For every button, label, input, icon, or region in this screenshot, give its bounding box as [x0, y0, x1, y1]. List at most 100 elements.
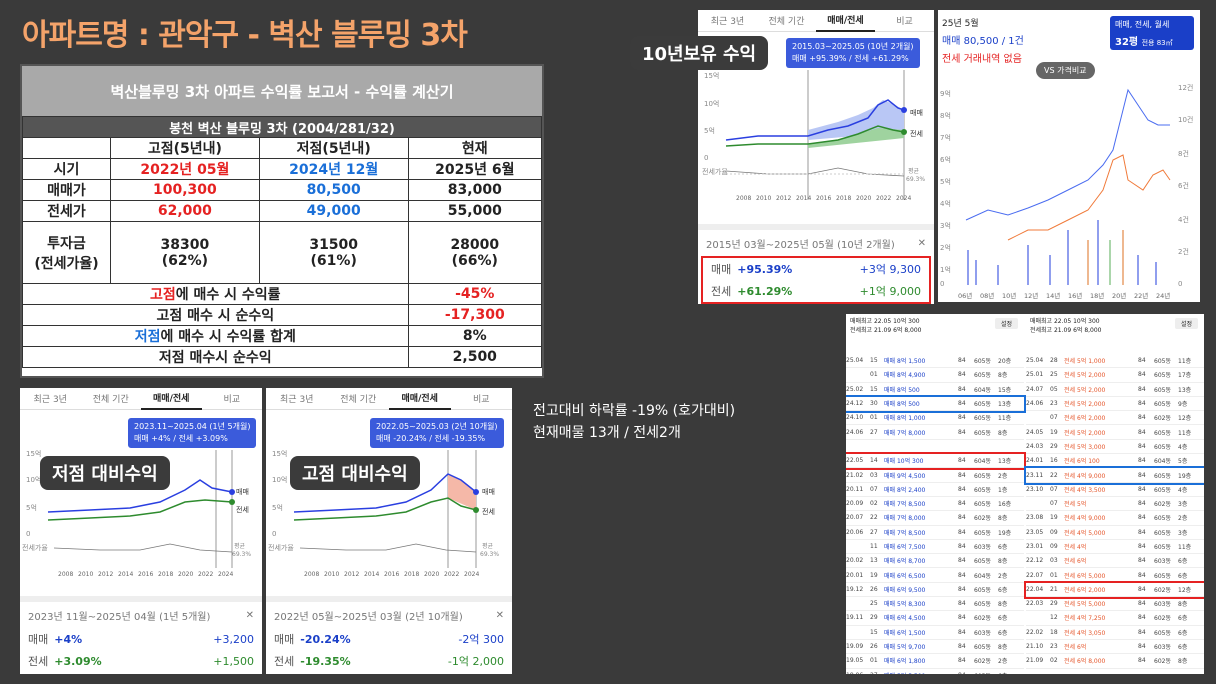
invest-low: 31500 (61%) — [258, 221, 409, 284]
tab-all[interactable]: 전체 기간 — [768, 17, 805, 27]
rent-high: 62,000 — [110, 200, 260, 222]
trade-row[interactable]: 23.05 09 전세 4억 5,000 84 605동 3층 — [1026, 526, 1204, 540]
trade-cell: 84 — [1138, 528, 1146, 536]
trade-row[interactable]: 24.12 30 매매 8억 500 84 605동 13층 — [846, 394, 1026, 414]
high-close-icon[interactable]: ✕ — [495, 609, 504, 621]
trade-cell: 8층 — [998, 372, 1008, 380]
trade-row[interactable]: 25.01 25 전세 5억 2,000 84 605동 17층 — [1026, 368, 1204, 383]
trade-row[interactable]: 21.09 02 전세 6억 8,000 84 602동 8층 — [1026, 654, 1204, 669]
invest-label: 투자금 — [47, 235, 86, 252]
trade-cell: 13층 — [998, 401, 1012, 409]
close-icon[interactable]: ✕ — [917, 237, 926, 249]
trade-row[interactable]: 07 전세 5억 84 602동 3층 — [1026, 497, 1204, 512]
high-tab-compare[interactable]: 비교 — [472, 395, 490, 405]
low-y-5: 5억 — [26, 504, 37, 512]
trade-row[interactable]: 24.06 23 전세 5억 2,000 84 605동 9층 — [1026, 397, 1204, 412]
trade-cell: 매매 8억 1,500 — [884, 358, 926, 366]
trade-row[interactable]: 23.08 19 전세 4억 9,000 84 605동 2층 — [1026, 511, 1204, 526]
trade-row[interactable]: 25.04 15 매매 8억 1,500 84 605동 20층 — [846, 354, 1024, 369]
trade-row[interactable]: 23.11 22 전세 4억 9,000 84 605동 19층 — [1024, 466, 1204, 485]
trade-row[interactable]: 24.01 16 전세 6억 100 84 604동 5층 — [1026, 454, 1204, 469]
tab-sale-rent[interactable]: 매매/전세 — [816, 10, 875, 32]
sale-line — [725, 99, 905, 141]
tab-recent[interactable]: 최근 3년 — [710, 17, 745, 27]
trade-row[interactable]: 20.01 19 매매 6억 6,500 84 604동 2층 — [846, 568, 1024, 583]
period-high: 2022년 05월 — [110, 158, 260, 180]
tab-compare[interactable]: 비교 — [896, 17, 913, 27]
rent-area — [808, 128, 904, 148]
page-title: 아파트명 : 관악구 - 벽산 블루밍 3차 — [22, 18, 468, 53]
trade-cell: 19.09 — [846, 643, 864, 651]
trade-row[interactable]: 20.02 13 매매 6억 8,700 84 605동 8층 — [846, 554, 1024, 569]
report-table: 봉천 벽산 블루밍 3차 (2004/281/32) 고점(5년내) 저점(5년내… — [22, 116, 543, 368]
trade-cell: 전세 5억 3,000 — [1064, 443, 1106, 451]
high-y-0: 0 — [272, 530, 276, 538]
trade-row[interactable]: 20.07 22 매매 7억 8,000 84 602동 8층 — [846, 511, 1024, 526]
hx-2024: 2024 — [464, 571, 479, 578]
trade-row[interactable]: 24.06 27 매매 7억 8,000 84 605동 8층 — [846, 425, 1024, 440]
low-close-icon[interactable]: ✕ — [245, 609, 254, 621]
trade-row[interactable]: 19.11 29 매매 6억 4,500 84 602동 6층 — [846, 611, 1024, 626]
trade-row[interactable]: 19.12 26 매매 6억 9,500 84 605동 6층 — [846, 583, 1024, 598]
trade-cell: 22.07 — [1026, 571, 1044, 579]
trade-row[interactable]: 25.04 28 전세 5억 1,000 84 605동 11층 — [1026, 354, 1204, 369]
hx-2012: 2012 — [344, 571, 359, 578]
invest-now: 28000 (66%) — [407, 221, 543, 284]
low-avg: 평균 — [234, 542, 246, 550]
high-tab-sale-rent[interactable]: 매매/전세 — [389, 388, 451, 410]
low-result-rent: 전세 +3.09% +1,500 — [20, 650, 262, 672]
trade-row[interactable]: 22.12 03 전세 6억 84 603동 6층 — [1026, 554, 1204, 569]
trade-row[interactable]: 11 매매 6억 7,500 84 603동 6층 — [846, 540, 1024, 555]
high-sale-label: 매매 — [274, 633, 295, 646]
trade-row[interactable]: 15 매매 6억 1,500 84 603동 6층 — [846, 626, 1024, 640]
trade-row[interactable] — [846, 440, 1024, 455]
trade-row[interactable]: 23.01 09 전세 4억 84 605동 11층 — [1026, 540, 1204, 555]
trade-row[interactable]: 12 전세 4억 7,250 84 602동 6층 — [1026, 611, 1204, 626]
compare-button[interactable]: VS 가격비교 — [1036, 62, 1095, 79]
trade-row[interactable]: 01 매매 8억 4,900 84 605동 8층 — [846, 368, 1024, 383]
trade-row[interactable]: 22.02 18 전세 4억 3,050 84 605동 6층 — [1026, 626, 1204, 640]
invest-now-amount: 28000 — [450, 236, 500, 253]
trade-row[interactable]: 23.10 07 전세 4억 3,500 84 605동 4층 — [1026, 483, 1204, 497]
trade-row[interactable]: 22.03 29 전세 5억 5,000 84 603동 8층 — [1026, 597, 1204, 612]
low-tab-sale-rent[interactable]: 매매/전세 — [141, 388, 202, 410]
trade-cell: 2층 — [998, 472, 1008, 480]
high-tab-recent[interactable]: 최근 3년 — [280, 395, 314, 405]
sale-price-line — [965, 88, 1170, 221]
low-tab-all[interactable]: 전체 기간 — [92, 395, 129, 405]
trade-row[interactable]: 19.05 01 매매 6억 1,800 84 602동 2층 — [846, 654, 1024, 669]
trade-row[interactable]: 24.05 19 전세 5억 2,000 84 605동 11층 — [1026, 425, 1204, 440]
trade-row[interactable]: 20.11 07 매매 8억 2,400 84 605동 1층 — [846, 483, 1024, 497]
trade-cell: 84 — [958, 457, 966, 465]
low-tab-compare[interactable]: 비교 — [223, 395, 241, 405]
left-settings-button[interactable]: 설정 — [994, 318, 1018, 329]
yl-0: 0 — [940, 280, 944, 288]
trade-row[interactable]: 25.02 15 매매 8억 500 84 604동 15층 — [846, 383, 1024, 397]
yl-4: 4억 — [940, 200, 951, 208]
trade-row[interactable]: 20.06 27 매매 7억 8,500 84 605동 19층 — [846, 526, 1024, 540]
trade-row[interactable]: 22.07 01 전세 6억 5,000 84 605동 6층 — [1026, 568, 1204, 583]
trade-row[interactable]: 24.10 01 매매 8억 1,000 84 605동 11층 — [846, 411, 1024, 426]
trade-row[interactable]: 21.10 23 전세 6억 84 603동 6층 — [1026, 640, 1204, 655]
trade-row[interactable] — [1026, 669, 1204, 674]
lx-2010: 2010 — [78, 571, 93, 578]
right-settings-button[interactable]: 설정 — [1174, 318, 1198, 329]
result-card: 2015년 03월~2025년 05월 (10년 2개월) ✕ 매매 +95.39%… — [698, 224, 934, 304]
trade-row[interactable]: 21.02 03 매매 9억 4,500 84 605동 2층 — [846, 468, 1024, 483]
trade-row[interactable]: 22.05 14 매매 10억 300 84 604동 13층 — [846, 452, 1026, 471]
trade-cell: 24.10 — [846, 414, 864, 422]
trade-row[interactable]: 25 매매 5억 8,300 84 605동 8층 — [846, 597, 1024, 612]
trade-row[interactable]: 22.04 21 전세 6억 2,000 84 602동 12층 — [1024, 580, 1204, 600]
high-tab-all[interactable]: 전체 기간 — [340, 395, 377, 405]
low-tab-recent[interactable]: 최근 3년 — [33, 395, 67, 405]
trade-row[interactable]: 19.09 26 매매 5억 9,700 84 605동 8층 — [846, 640, 1024, 655]
filter-dropdown[interactable]: 매매, 전세, 월세 32평 전용 83㎡ — [1110, 16, 1194, 50]
trade-cell: 01 — [870, 371, 878, 379]
trade-row[interactable]: 24.07 05 전세 5억 2,000 84 605동 13층 — [1026, 383, 1204, 397]
trade-cell: 603동 — [974, 629, 991, 637]
hx-2010: 2010 — [324, 571, 339, 578]
trade-row[interactable]: 24.03 29 전세 5억 3,000 84 605동 4층 — [1026, 440, 1204, 455]
trade-row[interactable]: 07 전세 6억 2,000 84 602동 12층 — [1026, 411, 1204, 426]
trade-row[interactable]: 20.09 02 매매 7억 8,500 84 605동 16층 — [846, 497, 1024, 512]
